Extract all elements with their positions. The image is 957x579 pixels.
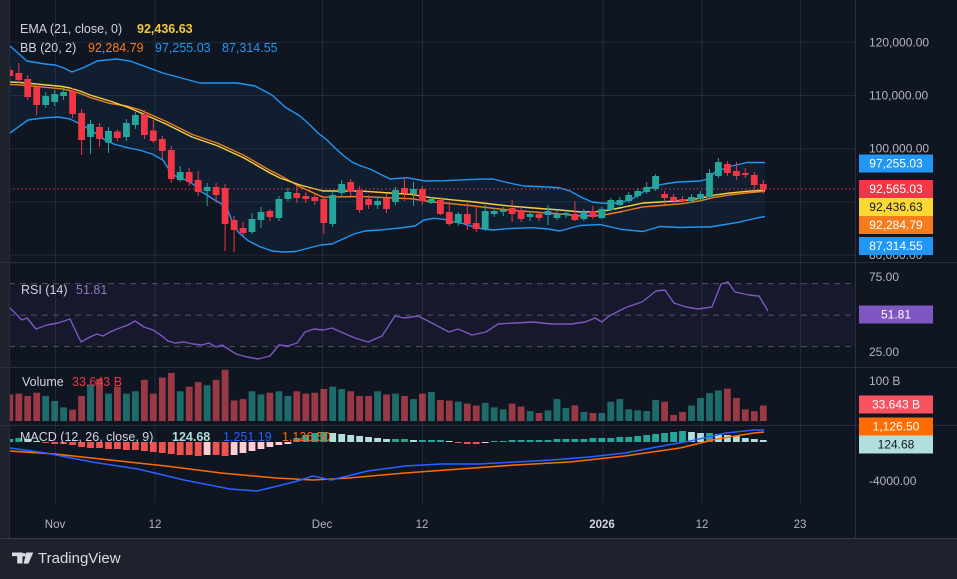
- svg-text:92,284.79: 92,284.79: [88, 41, 144, 55]
- svg-text:33.643 B: 33.643 B: [72, 375, 122, 389]
- svg-text:110,000.00: 110,000.00: [869, 89, 928, 103]
- svg-text:124.68: 124.68: [878, 438, 915, 452]
- svg-text:EMA (21, close, 0): EMA (21, close, 0): [20, 22, 122, 36]
- svg-text:75.00: 75.00: [869, 270, 899, 284]
- svg-text:12: 12: [416, 519, 429, 531]
- svg-text:Nov: Nov: [45, 519, 66, 531]
- svg-text:1,251.19: 1,251.19: [223, 430, 272, 444]
- svg-text:92,436.63: 92,436.63: [137, 22, 193, 36]
- svg-text:120,000.00: 120,000.00: [869, 35, 929, 49]
- svg-text:33.643 B: 33.643 B: [872, 398, 920, 412]
- svg-text:TradingView: TradingView: [38, 550, 121, 567]
- svg-text:100 B: 100 B: [869, 374, 900, 388]
- svg-text:Volume: Volume: [22, 375, 64, 389]
- svg-text:97,255.03: 97,255.03: [155, 41, 211, 55]
- svg-text:12: 12: [149, 519, 162, 531]
- svg-text:1,126.50: 1,126.50: [873, 420, 920, 434]
- svg-text:97,255.03: 97,255.03: [869, 157, 923, 171]
- svg-text:92,565.03: 92,565.03: [869, 182, 923, 196]
- svg-text:87,314.55: 87,314.55: [222, 41, 278, 55]
- svg-text:2026: 2026: [589, 519, 615, 531]
- svg-text:RSI (14): RSI (14): [21, 283, 68, 297]
- svg-text:1,126.50: 1,126.50: [282, 430, 331, 444]
- svg-text:BB (20, 2): BB (20, 2): [20, 41, 76, 55]
- svg-text:MACD (12, 26, close, 9): MACD (12, 26, close, 9): [20, 430, 153, 444]
- svg-text:92,284.79: 92,284.79: [869, 218, 923, 232]
- svg-text:51.81: 51.81: [881, 308, 911, 322]
- svg-text:23: 23: [794, 519, 807, 531]
- svg-text:51.81: 51.81: [76, 283, 107, 297]
- svg-text:12: 12: [696, 519, 709, 531]
- svg-text:124.68: 124.68: [172, 430, 210, 444]
- svg-text:87,314.55: 87,314.55: [869, 239, 923, 253]
- svg-text:-4000.00: -4000.00: [869, 474, 917, 488]
- svg-text:Dec: Dec: [312, 519, 333, 531]
- svg-text:25.00: 25.00: [869, 345, 899, 359]
- svg-text:100,000.00: 100,000.00: [869, 142, 929, 156]
- svg-text:92,436.63: 92,436.63: [869, 200, 923, 214]
